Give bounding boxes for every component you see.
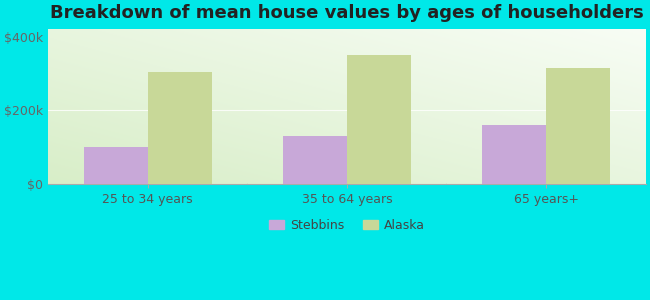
Title: Breakdown of mean house values by ages of householders: Breakdown of mean house values by ages o… bbox=[50, 4, 644, 22]
Bar bbox=[84, 147, 148, 184]
Bar bbox=[546, 68, 610, 184]
Bar bbox=[283, 136, 347, 184]
Bar bbox=[482, 125, 546, 184]
Bar bbox=[347, 55, 411, 184]
Legend: Stebbins, Alaska: Stebbins, Alaska bbox=[264, 214, 430, 237]
Bar bbox=[148, 72, 211, 184]
